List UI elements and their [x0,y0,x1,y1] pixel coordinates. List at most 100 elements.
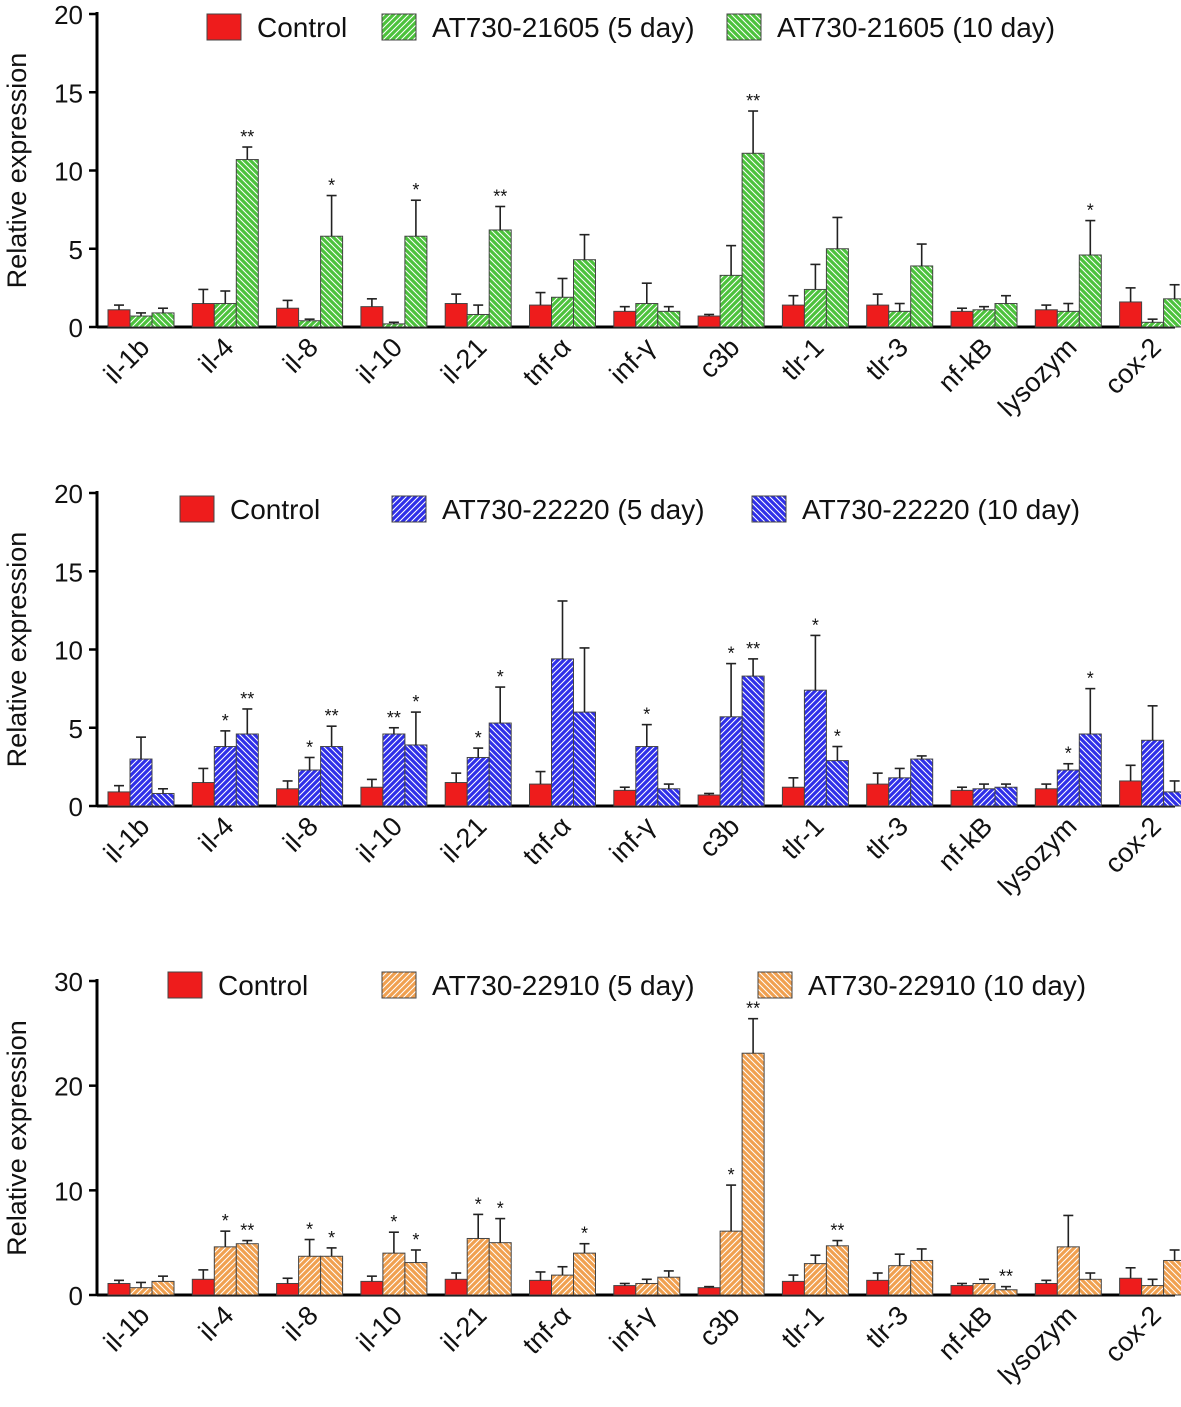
significance-label: * [390,1212,397,1232]
bar [994,303,1018,328]
category-group: * [1034,201,1102,328]
significance-label: ** [240,1221,254,1241]
y-tick-label: 15 [54,78,83,108]
bar [129,758,153,807]
category-group [107,304,175,328]
bar [276,307,300,328]
bar [888,1265,912,1296]
legend-label: AT730-22220 (10 day) [802,494,1080,525]
bar [151,792,175,807]
y-axis-label: Relative expression [2,53,32,289]
bar [866,1279,890,1296]
bar [888,310,912,328]
bar [635,746,659,807]
bar [910,1259,934,1296]
x-tick-label: inf-γ [604,811,662,869]
bar [191,1278,215,1296]
bar [697,315,721,328]
bar [235,1243,259,1296]
bar [213,1246,237,1296]
bar [466,313,490,328]
x-tick-label: tlr-1 [776,332,830,386]
legend-swatch [757,971,793,999]
category-group [866,755,934,807]
bar [129,1287,153,1296]
x-tick-label: il-21 [435,1300,492,1357]
bar [950,1285,974,1296]
x-tick-label: tlr-1 [776,1300,830,1354]
category-group [613,282,681,328]
legend-label: AT730-22910 (10 day) [808,970,1086,1001]
bar [1141,1285,1165,1296]
category-group: ** [950,1267,1018,1296]
bar [276,788,300,807]
category-group [781,216,849,328]
bar [994,1289,1018,1296]
bar [151,1280,175,1296]
x-tick-label: il-1b [98,332,155,389]
bar [1141,321,1165,328]
bar [613,789,637,807]
bar [551,1274,574,1296]
y-tick-label: 0 [69,1281,83,1311]
bar [107,791,131,807]
bar [741,1052,765,1296]
bar [529,1279,552,1296]
bar [320,235,344,328]
bar [972,309,996,328]
bar [657,310,681,328]
bar [382,1252,406,1296]
bar [191,782,215,807]
bar [276,1282,300,1296]
x-tick-label: tlr-1 [776,811,830,865]
legend-entry: AT730-22910 (10 day) [757,970,1086,1001]
significance-label: * [328,176,335,196]
bar [151,312,175,328]
x-tick-label: tnf-α [517,1300,577,1360]
significance-label: ** [746,639,760,659]
bar [573,1252,596,1296]
legend-entry: AT730-21605 (10 day) [726,12,1055,43]
bar [488,229,512,328]
legend-label: AT730-21605 (5 day) [432,12,695,43]
category-group: *** [697,639,765,807]
category-group: * [613,705,681,807]
bar [466,1237,490,1296]
bar [1056,310,1080,328]
legend-entry: Control [167,970,308,1001]
x-tick-label: lysozym [992,332,1082,422]
bar [235,733,259,807]
bar [298,769,322,807]
bar [107,1282,131,1296]
significance-label: ** [746,999,760,1019]
bar [1163,298,1181,328]
legend-swatch [206,13,242,41]
bar [866,304,890,328]
significance-label: * [834,727,841,747]
bar [298,320,322,328]
bar [741,152,765,328]
category-group [866,243,934,328]
category-group: * [529,1224,596,1296]
x-tick-label: il-8 [277,332,324,379]
bar [950,789,974,807]
bar [382,323,406,328]
category-group: ** [444,1194,512,1296]
bar [1056,769,1080,807]
category-group [1034,1214,1102,1296]
y-tick-label: 20 [54,0,83,30]
bar [1119,1277,1143,1296]
significance-label: ** [325,706,339,726]
x-tick-label: tlr-3 [860,1300,914,1354]
legend-label: AT730-22910 (5 day) [432,970,695,1001]
significance-label: * [475,728,482,748]
bar [825,248,849,328]
category-group [613,1270,681,1296]
x-tick-label: nf-kB [932,811,998,877]
category-group [529,233,596,328]
bar [1034,309,1058,328]
significance-label: * [1087,201,1094,221]
y-tick-label: 30 [54,967,83,997]
bar [1163,1259,1181,1296]
